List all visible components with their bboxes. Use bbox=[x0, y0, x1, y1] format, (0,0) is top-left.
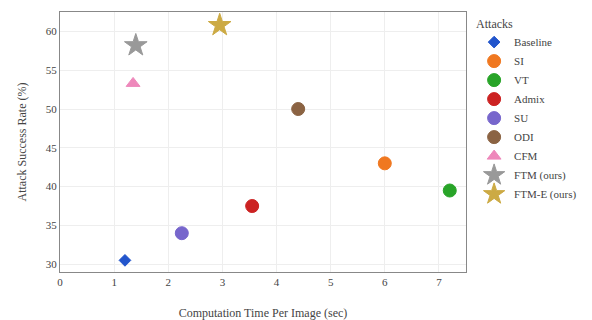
svg-text:SI: SI bbox=[514, 55, 524, 67]
svg-text:3: 3 bbox=[220, 276, 226, 288]
svg-text:FTM-E (ours): FTM-E (ours) bbox=[514, 188, 576, 201]
svg-text:4: 4 bbox=[274, 276, 280, 288]
svg-text:5: 5 bbox=[328, 276, 334, 288]
svg-text:2: 2 bbox=[166, 276, 172, 288]
svg-text:FTM (ours): FTM (ours) bbox=[514, 169, 566, 182]
svg-text:55: 55 bbox=[46, 64, 58, 76]
svg-text:6: 6 bbox=[382, 276, 388, 288]
svg-text:0: 0 bbox=[57, 276, 63, 288]
svg-text:30: 30 bbox=[46, 258, 58, 270]
svg-text:35: 35 bbox=[46, 219, 58, 231]
svg-text:VT: VT bbox=[514, 74, 529, 86]
svg-text:50: 50 bbox=[46, 103, 58, 115]
svg-text:7: 7 bbox=[436, 276, 442, 288]
svg-text:Baseline: Baseline bbox=[514, 36, 552, 48]
svg-text:Computation Time Per Image (se: Computation Time Per Image (sec) bbox=[179, 306, 348, 320]
svg-text:Attack Success Rate (%): Attack Success Rate (%) bbox=[15, 83, 29, 202]
svg-text:Attacks: Attacks bbox=[476, 17, 513, 31]
svg-text:ODI: ODI bbox=[514, 131, 534, 143]
svg-text:40: 40 bbox=[46, 180, 58, 192]
svg-text:45: 45 bbox=[46, 142, 58, 154]
svg-text:CFM: CFM bbox=[514, 150, 537, 162]
svg-text:Admix: Admix bbox=[514, 93, 545, 105]
svg-text:1: 1 bbox=[111, 276, 117, 288]
svg-text:SU: SU bbox=[514, 112, 528, 124]
svg-text:60: 60 bbox=[46, 25, 58, 37]
